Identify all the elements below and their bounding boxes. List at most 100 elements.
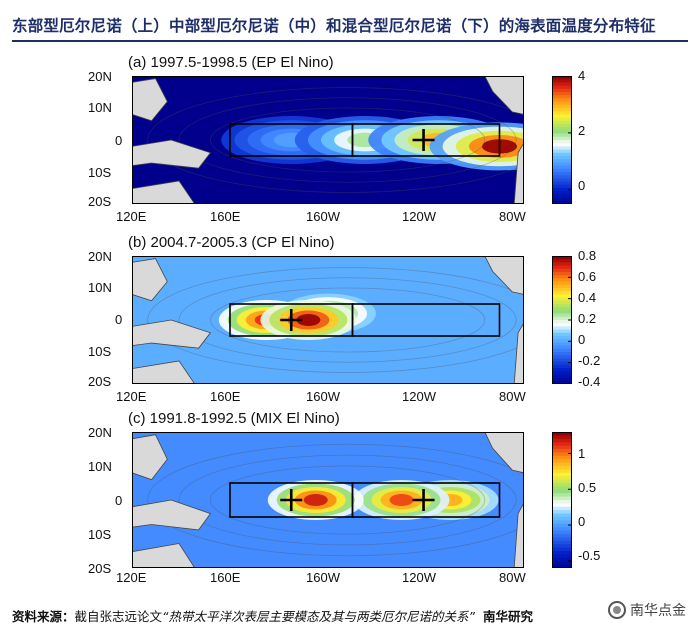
colorbar-segment — [552, 156, 572, 160]
lon-tick-label: 160W — [306, 209, 340, 224]
colorbar-segment — [552, 500, 572, 504]
colorbar-tick-label: 4 — [578, 68, 586, 83]
lat-tick-label: 10S — [88, 165, 112, 180]
colorbar-segment — [552, 332, 572, 337]
anomaly-contour — [303, 494, 328, 506]
colorbar-segment — [552, 380, 572, 384]
wechat-logo-icon — [608, 601, 626, 619]
colorbar-segment — [552, 265, 572, 270]
lat-tick-label: 10N — [88, 100, 112, 115]
nino-index-box — [351, 123, 501, 157]
colorbar-segment — [552, 114, 572, 119]
colorbar-segment — [552, 374, 572, 379]
colorbar-segment — [552, 104, 572, 109]
lon-tick-label: 160E — [210, 209, 241, 224]
colorbar-segment — [552, 136, 572, 141]
colorbar-segment — [552, 462, 572, 467]
colorbar-segment — [552, 466, 572, 470]
lat-tick-label: 20S — [88, 374, 112, 389]
colorbar-segment — [552, 310, 572, 315]
colorbar-segment — [552, 284, 572, 289]
anomaly-contour — [389, 494, 414, 506]
colorbar-segment — [552, 300, 572, 305]
colorbar-segment — [552, 181, 572, 186]
colorbar-tick-label: -0.4 — [578, 374, 601, 389]
org-name: 南华研究 — [482, 609, 533, 624]
lon-tick-label: 80W — [499, 389, 526, 404]
colorbar — [552, 432, 572, 568]
colorbar-segment — [552, 191, 572, 195]
colorbar-segment — [552, 165, 572, 170]
sst-anomaly-map — [132, 76, 524, 204]
nino-index-box — [351, 482, 501, 518]
colorbar-segment — [552, 162, 572, 167]
watermark-text: 南华点金 — [630, 603, 686, 619]
colorbar-segment — [552, 184, 572, 189]
lat-tick-label: 10S — [88, 527, 112, 542]
colorbar-segment — [552, 352, 572, 356]
colorbar-tick-label: 0 — [578, 514, 586, 529]
colorbar-segment — [552, 476, 572, 481]
source-text: 截自张志远论文 — [74, 609, 163, 624]
colorbar-tick-label: -0.2 — [578, 353, 601, 368]
lat-tick-label: 0 — [115, 312, 123, 327]
colorbar-tick-label: -0.5 — [578, 548, 601, 563]
colorbar-segment — [552, 159, 572, 163]
colorbar-segment — [552, 435, 572, 440]
lat-tick-label: 0 — [115, 493, 123, 508]
colorbar-segment — [552, 294, 572, 299]
land-south-america — [513, 321, 524, 384]
colorbar-segment — [552, 483, 572, 487]
land-australia — [132, 180, 196, 204]
contour-line — [178, 454, 517, 546]
colorbar-segment — [552, 517, 572, 521]
lon-tick-label: 160E — [210, 570, 241, 585]
colorbar-segment — [552, 194, 572, 199]
colorbar-segment — [552, 88, 572, 93]
colorbar-segment — [552, 275, 572, 279]
map-frame — [132, 76, 524, 204]
lat-tick-label: 20N — [88, 69, 112, 84]
land-australia — [132, 360, 196, 384]
colorbar-segment — [552, 342, 572, 347]
colorbar-segment — [552, 256, 572, 260]
colorbar-tick-label: 0.8 — [578, 248, 597, 263]
map-frame — [132, 256, 524, 384]
land-central-america — [484, 256, 524, 295]
colorbar-segment — [552, 133, 572, 138]
lat-tick-label: 10N — [88, 459, 112, 474]
colorbar-segment — [552, 101, 572, 106]
colorbar-segment — [552, 313, 572, 318]
colorbar-segment — [552, 479, 572, 484]
panel-title: (c) 1991.8-1992.5 (MIX El Nino) — [128, 410, 340, 427]
lon-tick-label: 120E — [116, 570, 147, 585]
lon-tick-label: 160W — [306, 570, 340, 585]
colorbar-segment — [552, 564, 572, 568]
lat-tick-label: 20N — [88, 249, 112, 264]
colorbar-segment — [552, 368, 572, 372]
colorbar-segment — [552, 336, 572, 340]
colorbar-segment — [552, 124, 572, 128]
colorbar — [552, 76, 572, 204]
colorbar-segment — [552, 297, 572, 302]
lat-tick-label: 20N — [88, 425, 112, 440]
land-new-guinea — [132, 319, 212, 349]
colorbar-segment — [552, 345, 572, 350]
paper-title: “热带太平洋次表层主要模态及其与两类厄尔尼诺的关系” — [162, 609, 475, 624]
colorbar-segment — [552, 449, 572, 453]
land-central-america — [484, 432, 524, 474]
colorbar-segment — [552, 348, 572, 353]
land-australia — [132, 543, 196, 568]
colorbar-segment — [552, 537, 572, 542]
land-south-america — [513, 502, 524, 568]
colorbar-segment — [552, 143, 572, 147]
colorbar-segment — [552, 472, 572, 477]
lon-tick-label: 120W — [402, 209, 436, 224]
colorbar-segment — [552, 530, 572, 535]
colorbar-segment — [552, 117, 572, 122]
colorbar-segment — [552, 291, 572, 295]
colorbar-segment — [552, 111, 572, 115]
colorbar-tick-label: 0.4 — [578, 290, 597, 305]
colorbar-tick-label: 0 — [578, 178, 586, 193]
colorbar-segment — [552, 432, 572, 436]
